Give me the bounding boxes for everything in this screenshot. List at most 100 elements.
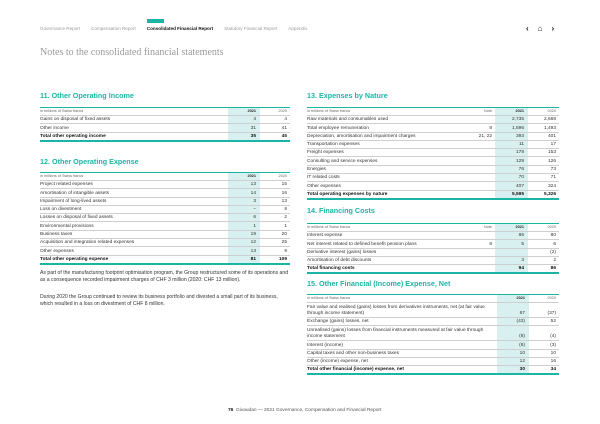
table-header: in millions of Swiss francs 2021 2020 — [307, 294, 559, 303]
table-row: Other expenses 13 9 — [40, 246, 290, 256]
row-label: Other expenses — [307, 181, 465, 191]
row-label: Interest expense — [307, 231, 465, 241]
other-financial-expense-table: in millions of Swiss francs 2021 2020 Fair … — [307, 294, 559, 376]
row-label: Derivative interest (gains) losses — [307, 248, 465, 257]
unit-label: in millions of Swiss francs — [40, 172, 228, 181]
value-2021: 3 — [228, 197, 260, 206]
value-2021: 5,595 — [495, 189, 528, 200]
table-row: Transportation expenses 11 17 — [307, 140, 559, 150]
nav-appendix[interactable]: Appendix — [288, 26, 308, 31]
value-2021: 2,735 — [495, 115, 528, 125]
value-2021: 178 — [495, 148, 528, 158]
row-label: Other expenses — [40, 246, 228, 256]
value-2020: 52 — [529, 317, 559, 327]
section-13-title: 13. Expenses by Nature — [307, 91, 388, 100]
table-row: Project related expenses 13 15 — [40, 180, 290, 190]
value-2020: 9 — [260, 246, 290, 256]
row-label: Energies — [307, 165, 465, 175]
row-label: Depreciation, amortisation and impairmen… — [307, 132, 465, 141]
value-2021: – — [228, 205, 260, 215]
section-15-title: 15. Other Financial (Income) Expense, Ne… — [307, 279, 451, 288]
section-12-title: 12. Other Operating Expense — [40, 157, 139, 166]
chevron-right-icon[interactable]: › — [551, 24, 555, 33]
unit-label: in millions of Swiss francs — [307, 223, 465, 232]
value-2021: 5 — [495, 239, 528, 249]
table-row: Unrealised (gains) losses from financial… — [307, 325, 559, 342]
chevron-left-icon[interactable]: ‹ — [526, 24, 529, 33]
value-2021 — [495, 248, 528, 257]
value-2021: (8) — [497, 340, 529, 350]
note-ref — [465, 140, 495, 150]
value-2020: 73 — [528, 165, 559, 175]
row-label: Amortisation of debt discounts — [307, 256, 465, 266]
value-2021: 12 — [497, 357, 529, 367]
row-label: Losses on disposal of fixed assets — [40, 213, 228, 223]
row-label: Environmental provisions — [40, 221, 228, 231]
row-label: Total operating expenses by nature — [307, 189, 465, 200]
note-ref — [465, 231, 495, 241]
other-operating-expense-table: in millions of Swiss francs 2021 2020 Proje… — [40, 172, 290, 265]
value-2021: 30 — [497, 365, 529, 376]
row-label: Acquisition and integration related expe… — [40, 238, 228, 248]
note-ref — [465, 181, 495, 191]
value-2020: 15 — [260, 180, 290, 190]
year-2020-header: 2020 — [528, 107, 559, 116]
table-row: Total employee remuneration 8 1,596 1,493 — [307, 123, 559, 133]
row-label: IT related costs — [307, 173, 465, 183]
value-2021: 19 — [228, 230, 260, 240]
nav-compensation-report[interactable]: Compensation Report — [91, 26, 136, 31]
row-label: Business taxes — [40, 230, 228, 240]
value-2020: 41 — [260, 123, 290, 133]
table-row: Losses on disposal of fixed assets 6 2 — [40, 213, 290, 223]
value-2021: 1 — [228, 221, 260, 231]
table-row: Other income 31 41 — [40, 123, 290, 133]
year-2021-header: 2021 — [495, 107, 528, 116]
note-ref — [465, 264, 495, 275]
note-ref: 8 — [465, 239, 495, 249]
note-ref: 8 — [465, 123, 495, 133]
total-row: Total operating expenses by nature 5,595 5… — [307, 189, 559, 200]
row-label: Impairment of long-lived assets — [40, 197, 228, 206]
paragraph-impairment: As part of the manufacturing footprint o… — [40, 270, 289, 284]
year-2021-header: 2021 — [228, 172, 260, 181]
table-row: Gains on disposal of fixed assets 4 4 — [40, 115, 290, 125]
table-row: Loss on divestment –8 — [40, 205, 290, 215]
note-ref: 21, 22 — [465, 132, 495, 141]
unit-label: in millions of Swiss francs — [307, 294, 497, 303]
table-header: in millions of Swiss francs 2021 2020 — [40, 172, 290, 181]
note-ref — [465, 256, 495, 266]
nav-statutory-financial-report[interactable]: Statutory Financial Report — [224, 26, 278, 31]
value-2021: 6 — [228, 213, 260, 223]
row-label: Exchange (gains) losses, net — [307, 317, 497, 327]
value-2020: 25 — [260, 238, 290, 248]
value-2021: 4 — [228, 115, 260, 125]
expenses-by-nature-table: in millions of Swiss francs Note 2021 2020 R… — [307, 107, 559, 200]
home-icon[interactable]: ⌂ — [537, 24, 543, 33]
row-label: Capital taxes and other non-business tax… — [307, 349, 497, 358]
row-label: Other (income) expense, net — [307, 357, 497, 367]
table-row: Capital taxes and other non-business tax… — [307, 349, 559, 358]
unit-label: in millions of Swiss francs — [307, 107, 465, 116]
value-2020: 6 — [528, 239, 559, 249]
value-2020: 45 — [260, 131, 290, 142]
table-row: Consulting and service expenses 129 126 — [307, 156, 559, 166]
nav-governance-report[interactable]: Governance Report — [40, 26, 81, 31]
note-header: Note — [465, 223, 495, 232]
value-2020: 4 — [260, 115, 290, 125]
table-row: Environmental provisions 1 1 — [40, 221, 290, 231]
value-2020: 2 — [528, 256, 559, 266]
total-row: Total other financial (income) expense, … — [307, 365, 559, 376]
value-2021: 70 — [495, 173, 528, 183]
value-2021: 94 — [495, 264, 528, 275]
table-row: Amortisation of intangible assets 14 16 — [40, 188, 290, 198]
table-header: in millions of Swiss francs Note 2021 2020 — [307, 223, 559, 232]
note-ref — [465, 148, 495, 158]
note-header: Note — [465, 107, 495, 116]
table-header: in millions of Swiss francs Note 2021 2020 — [307, 107, 559, 116]
value-2020: 401 — [528, 132, 559, 141]
nav-consolidated-financial-report[interactable]: Consolidated Financial Report — [146, 19, 214, 31]
table-row: Other (income) expense, net 12 16 — [307, 357, 559, 367]
note-ref — [465, 248, 495, 257]
table-row: Fair value and realised (gains) losses f… — [307, 302, 559, 318]
note-ref — [465, 189, 495, 200]
